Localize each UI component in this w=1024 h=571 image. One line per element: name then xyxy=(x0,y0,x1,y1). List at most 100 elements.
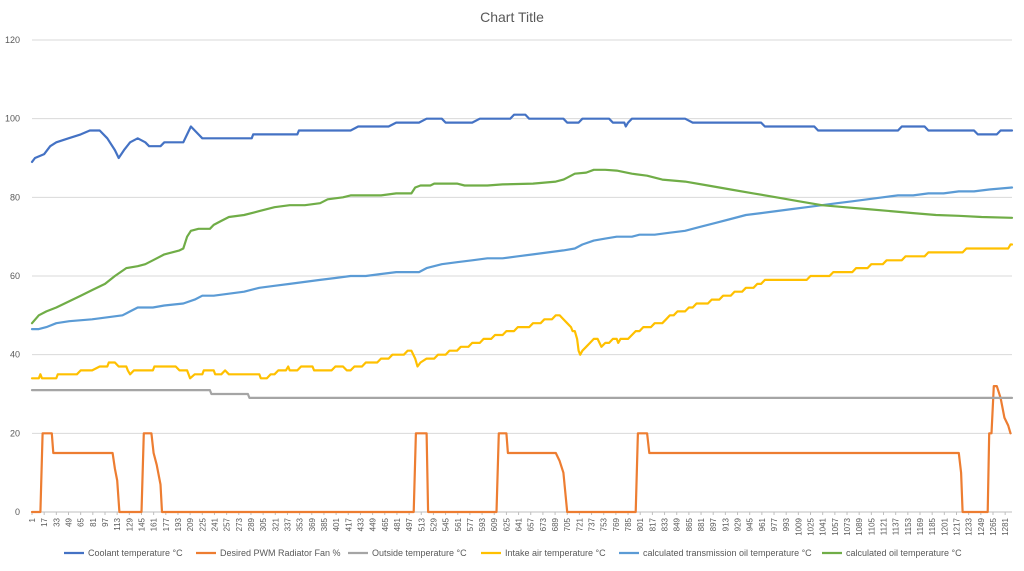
x-tick-label: 433 xyxy=(356,517,365,531)
x-tick-label: 961 xyxy=(758,517,767,531)
x-tick-label: 737 xyxy=(588,517,597,531)
x-tick-label: 1137 xyxy=(892,517,901,535)
legend: Coolant temperature °C Desired PWM Radiat… xyxy=(64,548,962,558)
x-tick-label: 241 xyxy=(210,517,219,531)
series-line-2 xyxy=(30,385,1012,514)
x-tick-label: 385 xyxy=(320,517,329,531)
x-tick-label: 545 xyxy=(442,517,451,531)
x-tick-label: 81 xyxy=(89,517,98,526)
x-tick-label: 177 xyxy=(162,517,171,531)
x-axis-ticks: 1 17 33 49 65 81 97 113 129 145 161 177 193 209 225 241… xyxy=(28,512,1010,536)
x-tick-label: 145 xyxy=(137,517,146,531)
x-tick-label: 593 xyxy=(478,517,487,531)
x-tick-label: 1041 xyxy=(819,517,828,535)
x-tick-label: 401 xyxy=(332,517,341,531)
x-tick-label: 1073 xyxy=(843,517,852,535)
x-tick-label: 689 xyxy=(551,517,560,531)
x-tick-label: 833 xyxy=(661,517,670,531)
x-tick-label: 705 xyxy=(563,517,572,531)
x-tick-label: 769 xyxy=(612,517,621,531)
y-tick-label: 40 xyxy=(10,350,20,360)
x-tick-label: 1281 xyxy=(1001,517,1010,535)
chart-title: Chart Title xyxy=(480,9,544,25)
x-tick-label: 289 xyxy=(247,517,256,531)
x-tick-label: 529 xyxy=(429,517,438,531)
y-tick-label: 0 xyxy=(15,507,20,517)
x-tick-label: 1009 xyxy=(794,517,803,535)
x-tick-label: 849 xyxy=(673,517,682,531)
x-tick-label: 65 xyxy=(77,517,86,526)
x-tick-label: 945 xyxy=(746,517,755,531)
x-tick-label: 1025 xyxy=(807,517,816,535)
x-tick-label: 465 xyxy=(381,517,390,531)
x-tick-label: 1233 xyxy=(965,517,974,535)
legend-label-1: Coolant temperature °C xyxy=(88,548,183,558)
y-tick-label: 60 xyxy=(10,271,20,281)
x-tick-label: 977 xyxy=(770,517,779,531)
x-tick-label: 561 xyxy=(454,517,463,531)
x-tick-label: 881 xyxy=(697,517,706,531)
x-tick-label: 897 xyxy=(709,517,718,531)
y-tick-label: 20 xyxy=(10,428,20,438)
x-tick-label: 641 xyxy=(515,517,524,531)
x-tick-label: 1 xyxy=(28,517,37,522)
x-tick-label: 625 xyxy=(502,517,511,531)
x-tick-label: 1169 xyxy=(916,517,925,535)
x-tick-label: 417 xyxy=(344,517,353,531)
y-tick-label: 120 xyxy=(5,35,20,45)
x-tick-label: 49 xyxy=(64,517,73,526)
x-tick-label: 513 xyxy=(417,517,426,531)
x-tick-label: 673 xyxy=(539,517,548,531)
x-tick-label: 609 xyxy=(490,517,499,531)
x-tick-label: 1185 xyxy=(928,517,937,535)
x-tick-label: 129 xyxy=(125,517,134,531)
x-tick-label: 753 xyxy=(600,517,609,531)
gridlines xyxy=(32,39,1012,513)
x-tick-label: 225 xyxy=(198,517,207,531)
x-tick-label: 801 xyxy=(636,517,645,531)
legend-label-5: calculated transmission oil temperature … xyxy=(643,548,812,558)
x-tick-label: 273 xyxy=(235,517,244,531)
x-tick-label: 865 xyxy=(685,517,694,531)
x-tick-label: 97 xyxy=(101,517,110,526)
x-tick-label: 257 xyxy=(223,517,232,531)
x-tick-label: 1217 xyxy=(952,517,961,535)
x-tick-label: 929 xyxy=(734,517,743,531)
x-tick-label: 1057 xyxy=(831,517,840,535)
y-axis-ticks: 0 20 40 60 80 100 120 xyxy=(5,35,20,517)
x-tick-label: 721 xyxy=(575,517,584,531)
x-tick-label: 1249 xyxy=(977,517,986,535)
x-tick-label: 1121 xyxy=(880,517,889,535)
series-line-3 xyxy=(30,389,1014,399)
x-tick-label: 1265 xyxy=(989,517,998,535)
y-tick-label: 100 xyxy=(5,114,20,124)
x-tick-label: 321 xyxy=(271,517,280,531)
x-tick-label: 577 xyxy=(466,517,475,531)
x-tick-label: 993 xyxy=(782,517,791,531)
series-lines xyxy=(30,113,1014,514)
x-tick-label: 369 xyxy=(308,517,317,531)
x-tick-label: 353 xyxy=(296,517,305,531)
x-tick-label: 305 xyxy=(259,517,268,531)
x-tick-label: 193 xyxy=(174,517,183,531)
x-tick-label: 33 xyxy=(52,517,61,526)
series-line-1 xyxy=(30,113,1014,163)
x-tick-label: 161 xyxy=(150,517,159,531)
x-tick-label: 913 xyxy=(721,517,730,531)
x-tick-label: 817 xyxy=(648,517,657,531)
legend-label-3: Outside temperature °C xyxy=(372,548,467,558)
x-tick-label: 657 xyxy=(527,517,536,531)
x-tick-label: 1089 xyxy=(855,517,864,535)
x-tick-label: 497 xyxy=(405,517,414,531)
y-tick-label: 80 xyxy=(10,192,20,202)
x-tick-label: 209 xyxy=(186,517,195,531)
x-tick-label: 337 xyxy=(283,517,292,531)
x-tick-label: 1153 xyxy=(904,517,913,535)
x-tick-label: 1105 xyxy=(867,517,876,535)
series-line-6 xyxy=(30,168,1014,325)
series-line-4 xyxy=(30,243,1014,380)
x-tick-label: 785 xyxy=(624,517,633,531)
